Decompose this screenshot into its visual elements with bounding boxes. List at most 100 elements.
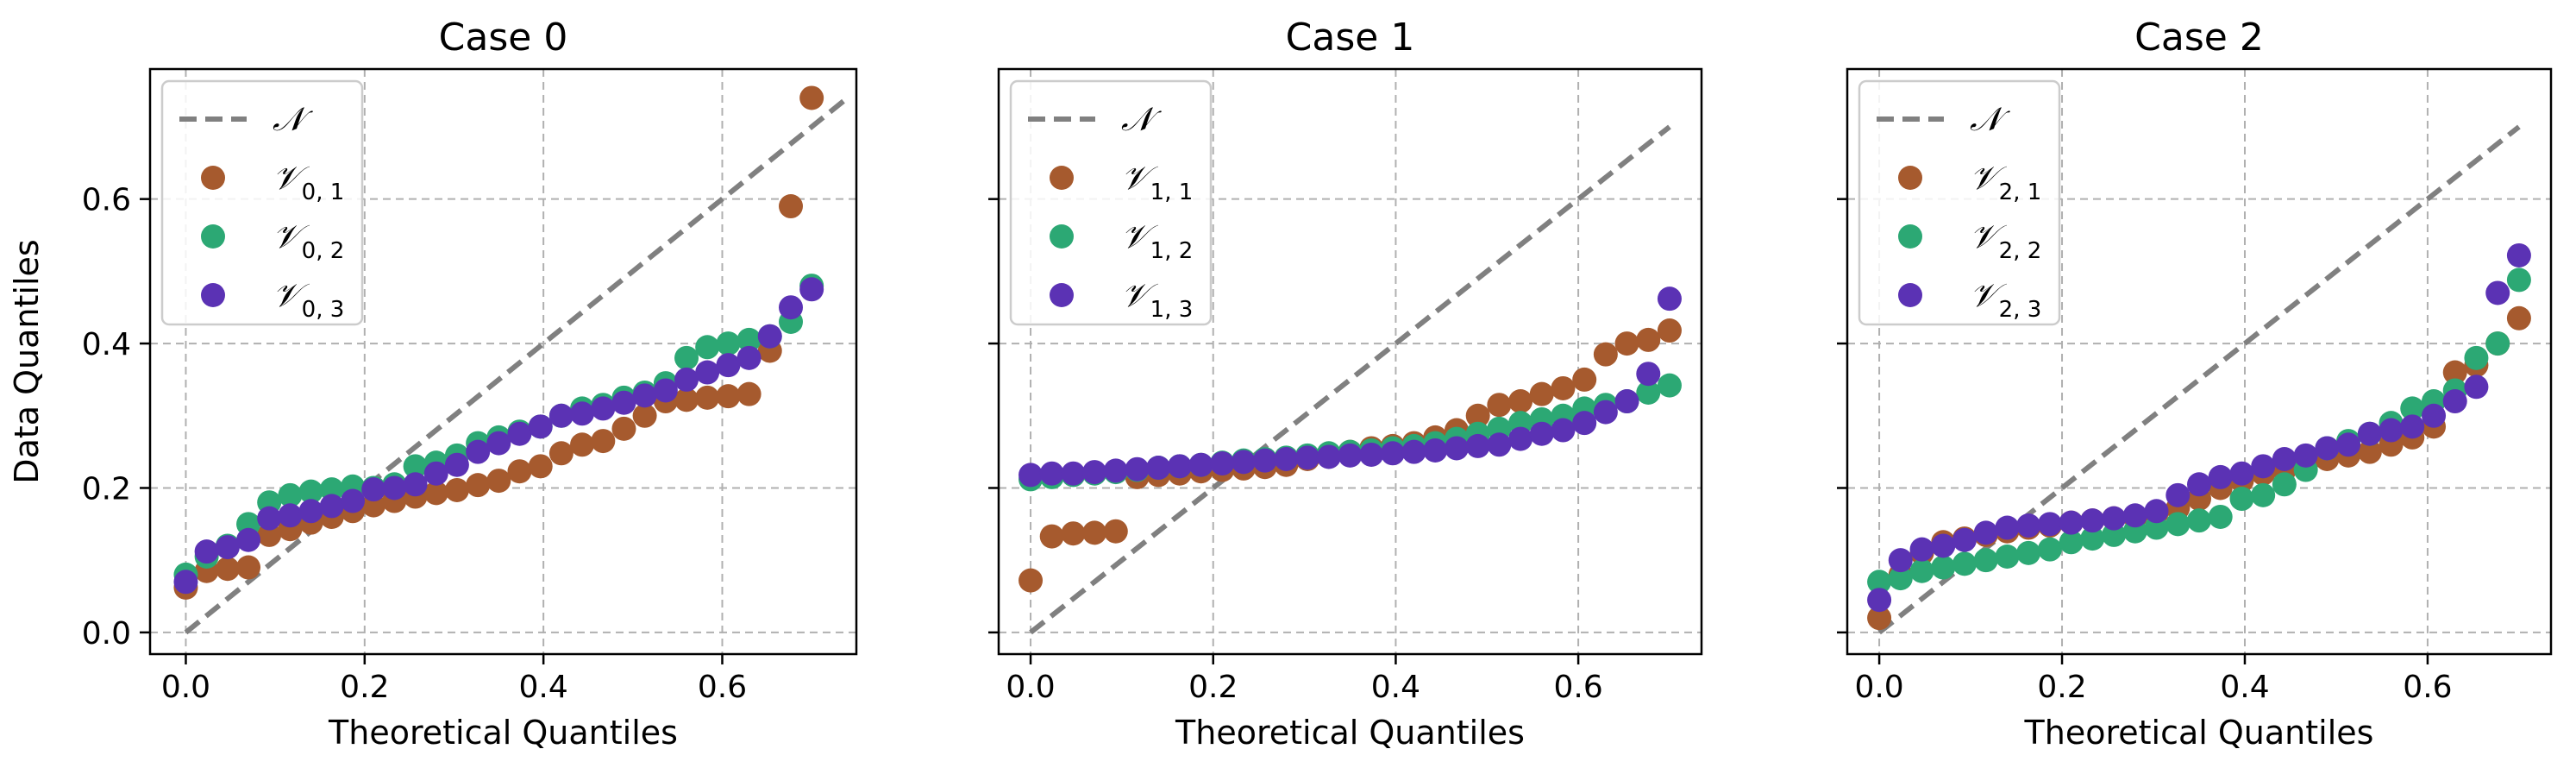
plot-area (1867, 124, 2531, 635)
data-point (2506, 268, 2531, 293)
x-tick-label: 0.0 (1006, 670, 1055, 705)
data-point (2336, 432, 2361, 457)
data-point (2165, 482, 2191, 507)
legend-marker (1898, 283, 1922, 307)
data-point (1146, 456, 1171, 481)
data-point (215, 535, 240, 560)
axes-frame (1846, 67, 2553, 656)
data-point (2229, 461, 2254, 486)
data-point (298, 499, 323, 524)
data-point (570, 432, 595, 457)
legend-marker (1050, 283, 1074, 307)
data-point (528, 414, 553, 439)
axes-frame (997, 67, 1703, 656)
data-point (278, 503, 303, 528)
x-tick-label: 0.2 (1188, 670, 1238, 705)
legend: 𝒩𝒱0, 1𝒱0, 2𝒱0, 3 (160, 79, 364, 326)
data-point (466, 473, 491, 498)
x-tick-label: 0.4 (2220, 670, 2269, 705)
data-point (2229, 487, 2254, 512)
legend-box (160, 79, 364, 326)
data-point (1636, 327, 1661, 352)
data-point (1316, 444, 1341, 469)
data-point (1167, 454, 1192, 479)
data-point (2400, 414, 2425, 439)
data-point (1445, 436, 1470, 461)
data-point (466, 439, 491, 464)
data-point (1210, 451, 1235, 476)
data-point (1614, 331, 1639, 356)
x-tick-label: 0.0 (1854, 670, 1903, 705)
data-point (548, 403, 573, 428)
plot-area (173, 85, 849, 635)
legend: 𝒩𝒱2, 1𝒱2, 2𝒱2, 3 (1858, 79, 2061, 326)
data-point (2379, 418, 2404, 443)
data-point (1465, 433, 1490, 458)
x-tick-label: 0.6 (1553, 670, 1602, 705)
x-axis-label: Theoretical Quantiles (1175, 714, 1525, 752)
data-point (2037, 537, 2062, 562)
data-point (319, 494, 344, 519)
data-point (1039, 524, 1064, 549)
data-point (236, 527, 261, 552)
data-point (736, 345, 762, 370)
data-point (1657, 373, 1682, 398)
data-point (1401, 439, 1426, 464)
reference-line (184, 96, 849, 635)
y-axis-label: Data Quantiles (8, 239, 46, 483)
data-point (1909, 537, 1934, 562)
x-tick-label: 0.4 (519, 670, 568, 705)
data-point (319, 477, 344, 502)
legend-subscript: 1, 2 (1150, 238, 1194, 264)
data-point (486, 431, 511, 456)
data-point (2485, 331, 2510, 356)
data-point (674, 345, 699, 370)
data-point (194, 539, 219, 564)
data-point (298, 479, 323, 504)
data-point (1657, 318, 1682, 343)
data-point (1465, 403, 1490, 428)
data-point (2400, 396, 2425, 421)
data-point (1995, 515, 2020, 540)
data-point (2102, 522, 2127, 547)
data-point (1380, 441, 1405, 466)
legend-box (1009, 79, 1213, 326)
data-point (1295, 445, 1320, 470)
data-point (341, 488, 366, 513)
data-point (2442, 389, 2467, 414)
data-point (2506, 305, 2531, 330)
subplot-2: Case 2 0.0 0.2 0.4 0.6 Theoretical Quantiles 𝒩… (1837, 16, 2553, 752)
data-point (444, 452, 469, 477)
data-point (2016, 540, 2041, 565)
data-point (1931, 555, 1956, 580)
data-point (2357, 439, 2382, 464)
data-point (757, 324, 782, 349)
series-3 (1867, 242, 2531, 613)
subplot-1: Case 1 0.0 0.2 0.4 0.6 Theoretical Quantiles 𝒩… (988, 16, 1703, 752)
legend-box (1858, 79, 2061, 326)
data-point (1508, 389, 1533, 414)
data-point (1909, 558, 1934, 583)
data-point (736, 327, 762, 352)
legend-subscript: 2, 1 (1999, 179, 2042, 205)
data-point (1061, 461, 1086, 486)
series-3 (1018, 286, 1682, 488)
data-point (2272, 447, 2297, 471)
data-point (1018, 463, 1044, 488)
data-point (2165, 512, 2191, 537)
subplot-title: Case 0 (439, 16, 568, 60)
data-point (2293, 443, 2318, 468)
data-point (548, 441, 573, 466)
data-point (1231, 450, 1256, 475)
axes-frame (148, 67, 858, 656)
data-point (1973, 520, 1998, 545)
data-point (1551, 375, 1576, 400)
data-point (1973, 548, 1998, 573)
data-point (257, 506, 282, 531)
legend-marker (1050, 224, 1074, 249)
data-point (2102, 506, 2127, 531)
data-point (1551, 418, 1576, 443)
data-point (2251, 454, 2276, 479)
data-point (444, 477, 469, 502)
legend-subscript: 1, 1 (1150, 179, 1194, 205)
